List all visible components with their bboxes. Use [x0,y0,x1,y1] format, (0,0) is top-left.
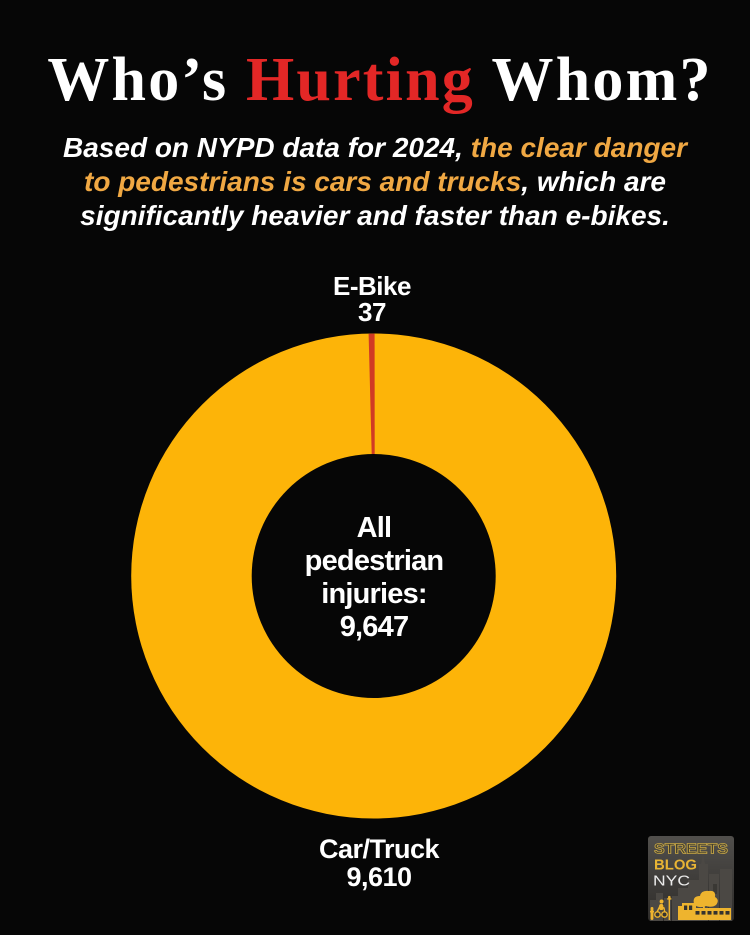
svg-text:STREETS: STREETS [654,842,728,858]
svg-text:NYC: NYC [653,874,690,890]
svg-text:BLOG: BLOG [654,858,697,874]
